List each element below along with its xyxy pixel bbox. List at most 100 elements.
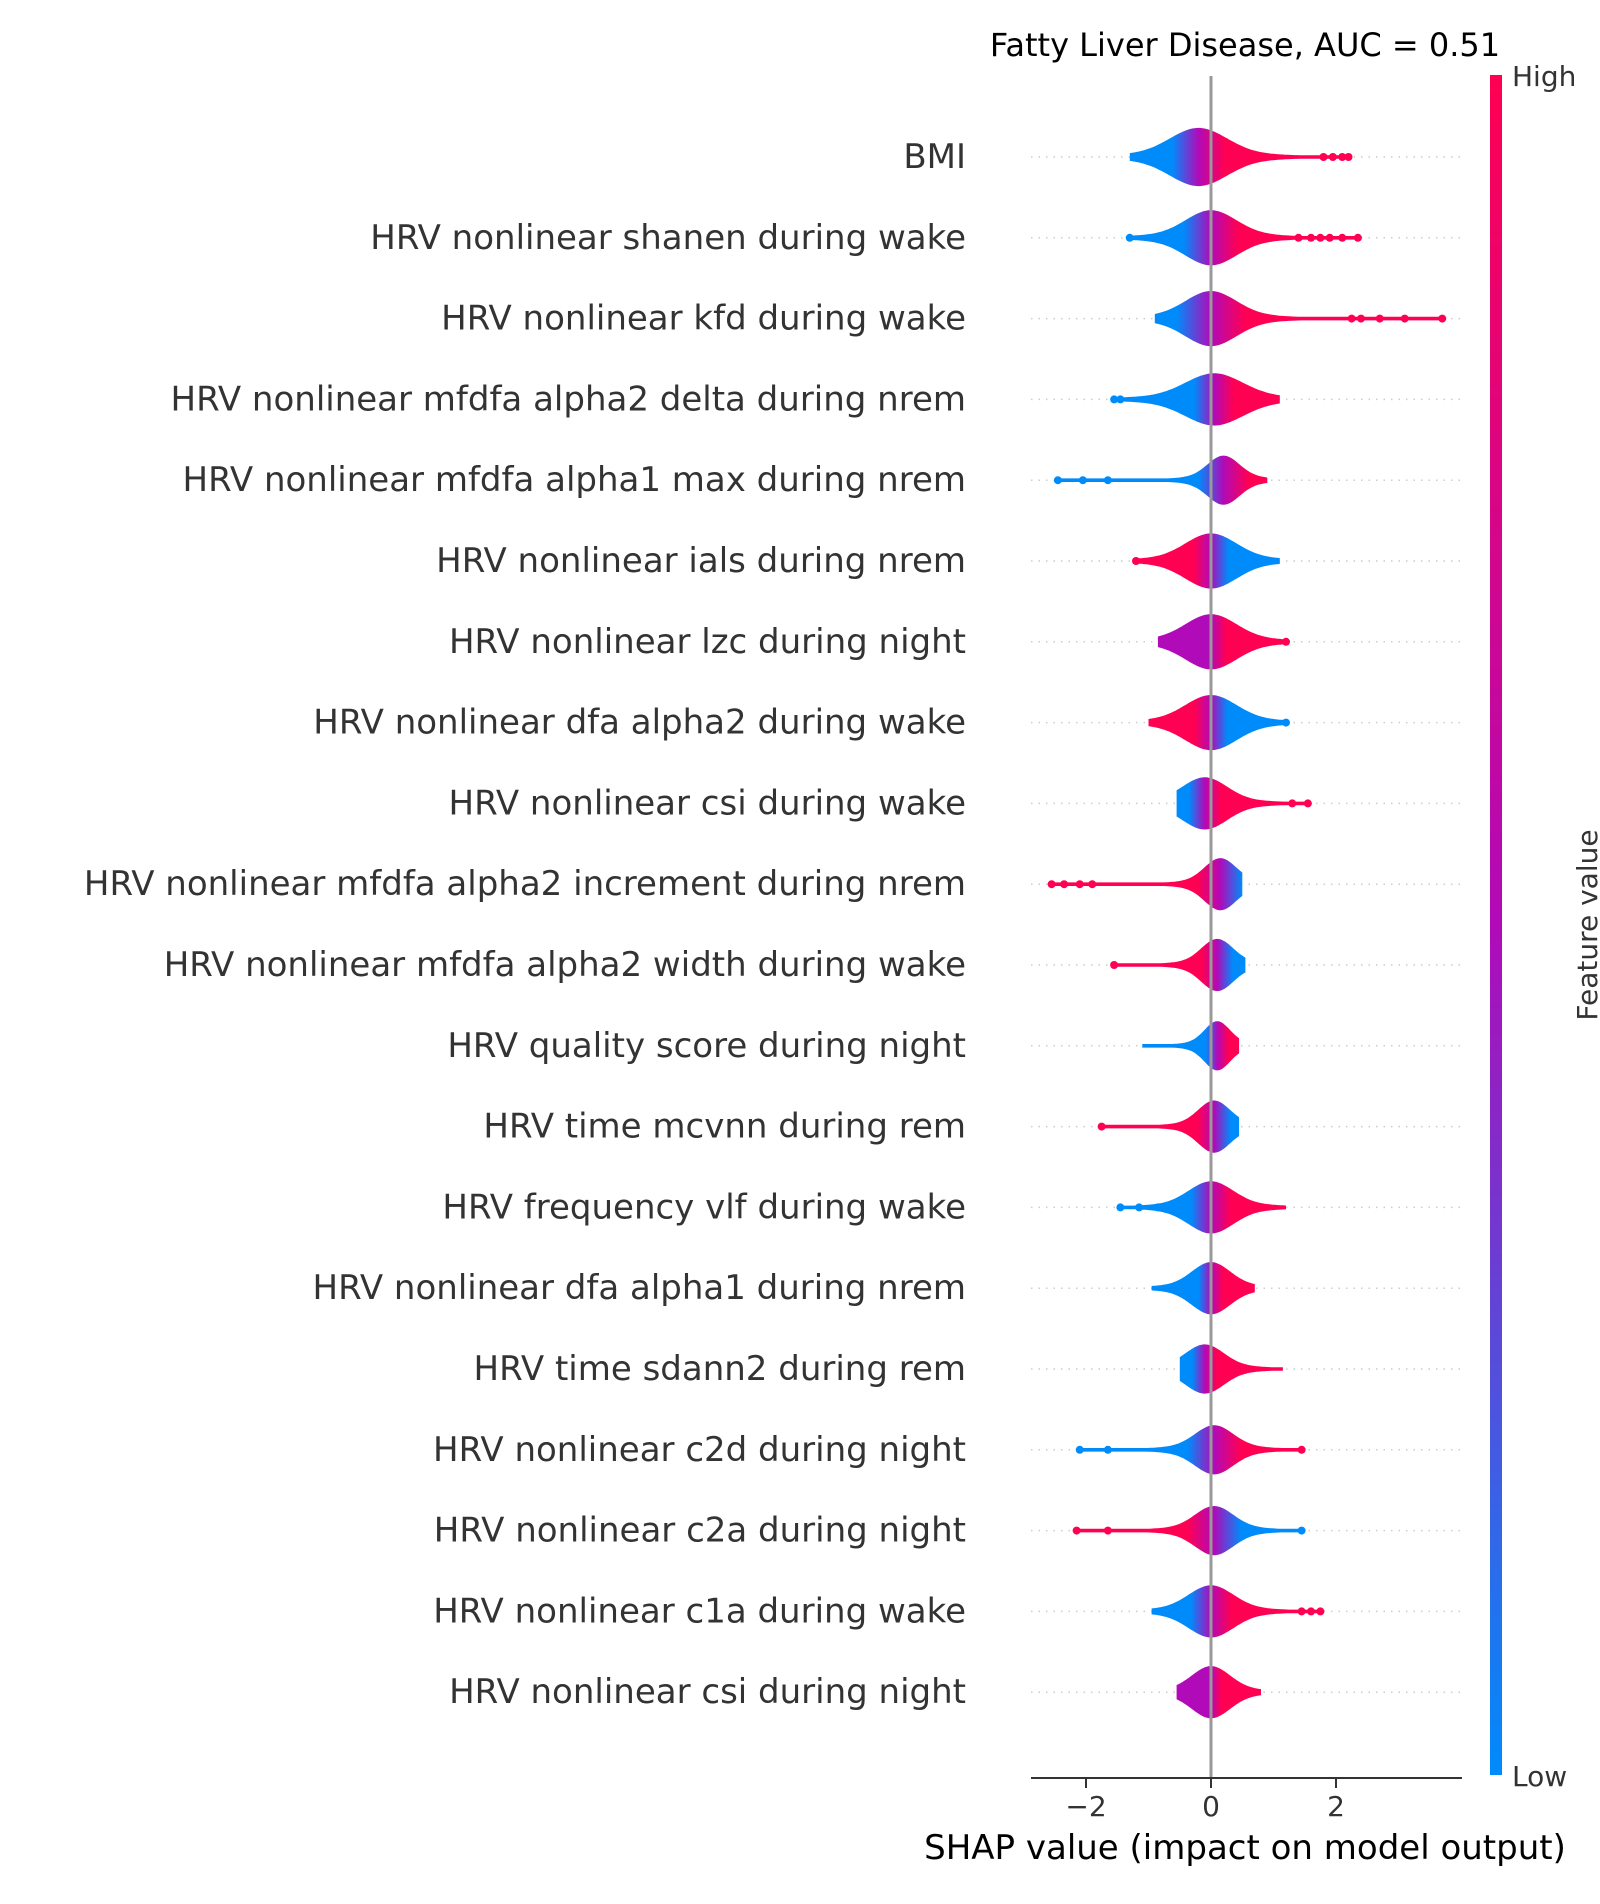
outlier-point	[1103, 476, 1112, 485]
feature-density-shape	[1129, 127, 1349, 187]
feature-density-shape	[1051, 858, 1243, 911]
feature-label: HRV frequency vlf during wake	[442, 1187, 966, 1227]
x-tick-label: −2	[1065, 1790, 1106, 1823]
feature-label: HRV nonlinear lzc during night	[449, 622, 966, 662]
outlier-point	[1103, 1445, 1112, 1454]
feature-row: HRV nonlinear csi during night	[449, 1666, 1462, 1719]
feature-row: HRV quality score during night	[447, 1021, 1462, 1071]
outlier-point	[1400, 314, 1409, 323]
feature-density-shape	[1076, 1506, 1302, 1556]
colorbar-high-label: High	[1512, 60, 1576, 93]
feature-label: HRV time mcvnn during rem	[483, 1107, 966, 1147]
outlier-point	[1297, 1526, 1306, 1535]
outlier-point	[1357, 314, 1365, 323]
outlier-point	[1060, 880, 1069, 889]
outlier-point	[1319, 153, 1328, 161]
feature-density-shape	[1179, 1344, 1283, 1394]
colorbar	[1490, 75, 1502, 1775]
feature-density-shape	[1176, 1666, 1261, 1719]
feature-label: HRV nonlinear dfa alpha1 during nrem	[313, 1268, 966, 1308]
outlier-point	[1075, 1445, 1084, 1454]
chart-title: Fatty Liver Disease, AUC = 0.51	[990, 26, 1500, 64]
feature-label: HRV nonlinear mfdfa alpha2 increment dur…	[84, 864, 966, 904]
outlier-point	[1072, 1526, 1081, 1535]
feature-rows: BMI HRV nonlinear shanen during wake HRV n…	[84, 127, 1462, 1719]
outlier-point	[1110, 395, 1119, 404]
feature-density-shape	[1114, 938, 1246, 992]
feature-density-shape	[1154, 291, 1443, 347]
outlier-point	[1353, 233, 1362, 242]
feature-density-shape	[1157, 614, 1286, 670]
outlier-point	[1338, 233, 1347, 242]
feature-density-shape	[1142, 1021, 1240, 1071]
feature-label: HRV nonlinear mfdfa alpha2 delta during …	[171, 379, 966, 419]
feature-density-shape	[1114, 373, 1280, 426]
feature-row: HRV nonlinear mfdfa alpha2 increment dur…	[84, 858, 1462, 911]
feature-label: HRV nonlinear csi during night	[449, 1672, 966, 1712]
feature-density-shape	[1148, 695, 1286, 751]
feature-density-shape	[1129, 210, 1358, 266]
feature-label: HRV nonlinear csi during wake	[449, 783, 966, 823]
feature-row: HRV nonlinear dfa alpha1 during nrem	[313, 1262, 1462, 1315]
outlier-point	[1344, 153, 1353, 161]
feature-density-shape	[1120, 1181, 1286, 1234]
feature-density-shape	[1057, 455, 1268, 505]
feature-row: HRV frequency vlf during wake	[442, 1181, 1462, 1234]
feature-density-shape	[1079, 1425, 1302, 1475]
outlier-point	[1088, 880, 1097, 889]
outlier-point	[1303, 799, 1312, 808]
feature-label: HRV nonlinear shanen during wake	[370, 218, 966, 258]
outlier-point	[1097, 1122, 1106, 1131]
outlier-point	[1078, 476, 1087, 485]
feature-label: HRV nonlinear mfdfa alpha2 width during …	[164, 945, 966, 985]
outlier-point	[1297, 1607, 1306, 1616]
outlier-point	[1347, 314, 1356, 323]
outlier-point	[1375, 314, 1384, 323]
outlier-point	[1438, 314, 1447, 323]
feature-row: HRV nonlinear mfdfa alpha2 delta during …	[171, 373, 1462, 426]
outlier-point	[1116, 395, 1125, 404]
x-tick-label: 2	[1327, 1790, 1345, 1823]
feature-label: BMI	[903, 137, 966, 177]
feature-density-shape	[1176, 777, 1308, 830]
outlier-point	[1075, 880, 1084, 889]
feature-density-shape	[1151, 1262, 1255, 1315]
feature-row: HRV nonlinear kfd during wake	[441, 291, 1462, 347]
feature-row: HRV nonlinear shanen during wake	[370, 210, 1462, 266]
outlier-point	[1282, 637, 1290, 646]
feature-label: HRV time sdann2 during rem	[474, 1349, 966, 1389]
colorbar-low-label: Low	[1512, 1760, 1567, 1793]
outlier-point	[1307, 1607, 1315, 1616]
feature-row: HRV nonlinear mfdfa alpha1 max during nr…	[183, 455, 1462, 505]
feature-row: HRV nonlinear dfa alpha2 during wake	[313, 695, 1462, 751]
feature-row: HRV nonlinear mfdfa alpha2 width during …	[164, 938, 1462, 992]
feature-density-shape	[1151, 1585, 1321, 1638]
outlier-point	[1294, 233, 1303, 242]
outlier-point	[1116, 1203, 1125, 1212]
feature-row: HRV time mcvnn during rem	[483, 1100, 1462, 1153]
x-axis-label: SHAP value (impact on model output)	[924, 1828, 1566, 1868]
feature-density-shape	[1136, 533, 1280, 589]
feature-label: HRV nonlinear c2d during night	[433, 1430, 966, 1470]
outlier-point	[1047, 880, 1056, 889]
feature-label: HRV nonlinear kfd during wake	[441, 299, 966, 339]
outlier-point	[1338, 153, 1347, 161]
feature-label: HRV nonlinear ials during nrem	[436, 541, 966, 581]
outlier-point	[1316, 233, 1325, 242]
x-ticks: −2 0 2	[1065, 1778, 1345, 1823]
outlier-point	[1125, 233, 1134, 242]
feature-label: HRV nonlinear dfa alpha2 during wake	[313, 703, 966, 743]
outlier-point	[1053, 476, 1062, 485]
outlier-point	[1132, 557, 1140, 565]
feature-row: HRV nonlinear csi during wake	[449, 777, 1462, 830]
feature-row: HRV nonlinear c1a during wake	[433, 1585, 1462, 1638]
outlier-point	[1316, 1607, 1325, 1616]
feature-row: BMI	[903, 127, 1462, 187]
feature-row: HRV nonlinear ials during nrem	[436, 533, 1462, 589]
feature-density-shape	[1101, 1100, 1240, 1153]
feature-label: HRV nonlinear mfdfa alpha1 max during nr…	[183, 460, 966, 500]
outlier-point	[1110, 961, 1119, 969]
outlier-point	[1297, 1445, 1306, 1454]
